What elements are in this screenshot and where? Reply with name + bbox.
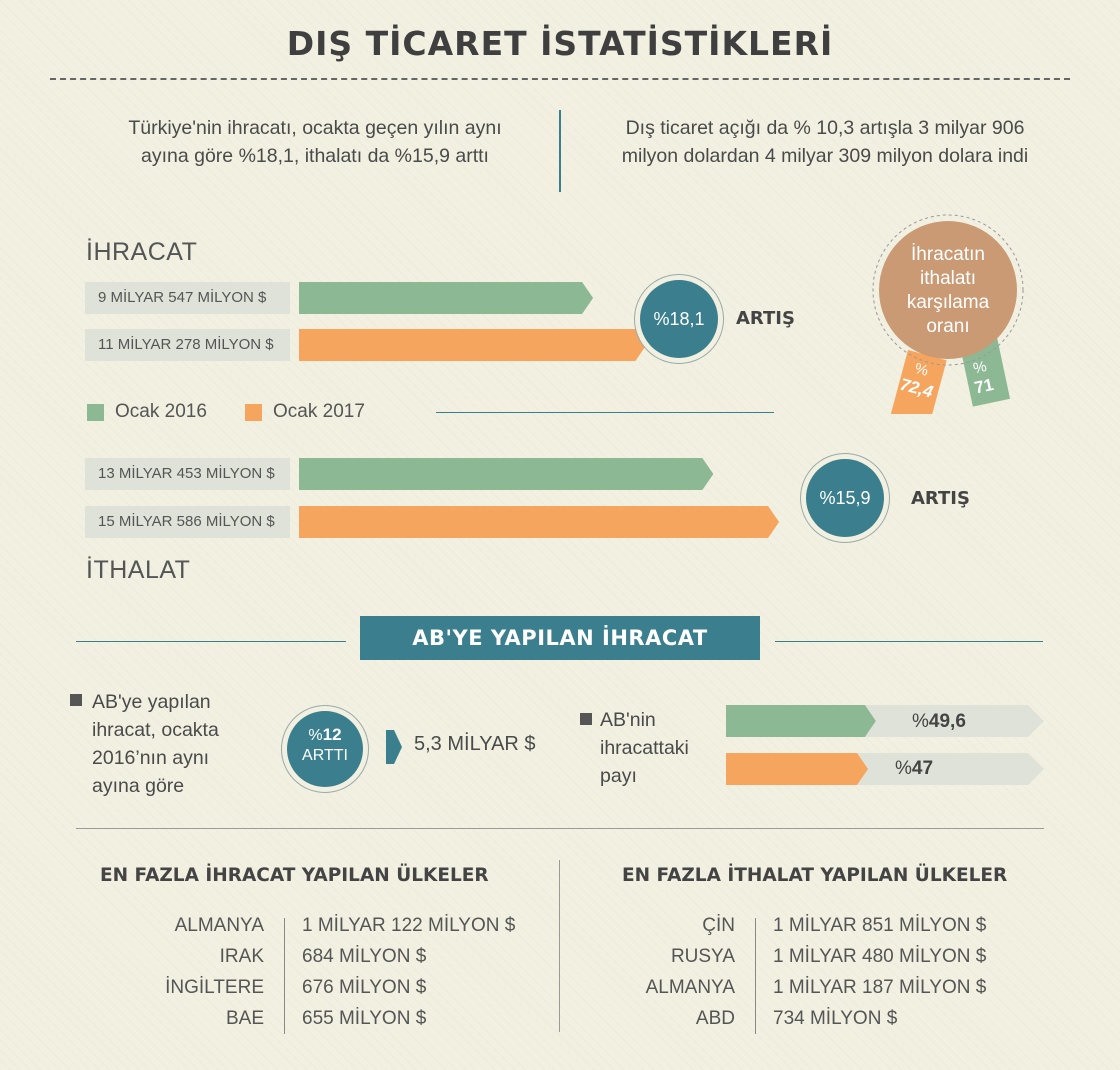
coverage-medal (872, 214, 1024, 414)
import-change-text: ARTIŞ (911, 488, 970, 509)
export-section-label: İHRACAT (86, 238, 198, 266)
ab-left-divider (76, 641, 346, 642)
export-change-circle: %18,1 (640, 280, 718, 358)
ab-change-value: 12 (322, 725, 342, 744)
ab-left-bullet (70, 694, 82, 706)
export-country-name: BAE (225, 1008, 264, 1029)
ab-share-2017-track (726, 753, 1044, 785)
export-2017-label: 11 MİLYAR 278 MİLYON $ (85, 329, 290, 361)
legend-divider (436, 412, 774, 413)
import-2016-bar (299, 458, 714, 490)
import-country-name: ALMANYA (645, 977, 735, 998)
legend-2016-swatch (87, 404, 104, 421)
export-2016-label: 9 MİLYAR 547 MİLYON $ (85, 282, 290, 314)
ab-share-2017-prefix: % (895, 758, 912, 779)
import-country-amount: 1 MİLYAR 851 MİLYON $ (773, 915, 987, 936)
export-country-name: ALMANYA (174, 915, 264, 936)
legend-2017-swatch (245, 404, 262, 421)
ab-arrow-icon (386, 730, 402, 764)
export-country-name: İNGİLTERE (165, 977, 264, 998)
intro-right-text: Dış ticaret açığı da % 10,3 artışla 3 mi… (621, 117, 1029, 167)
intro-left-text: Türkiye'nin ihracatı, ocakta geçen yılın… (128, 117, 502, 167)
export-2016-bar (299, 282, 594, 314)
import-change-circle: %15,9 (806, 459, 884, 537)
ab-share-2016-value: 49,6 (928, 711, 966, 732)
ab-right-divider (775, 641, 1043, 642)
ab-change-text: ARTTI (302, 747, 348, 764)
ab-section-banner: AB'YE YAPILAN İHRACAT (360, 616, 760, 660)
ab-share-2017-value: 47 (911, 758, 934, 779)
ab-share-2016-text: %49,6 (912, 711, 966, 733)
countries-column-divider (559, 860, 560, 1032)
export-country-amount: 655 MİLYON $ (302, 1008, 427, 1029)
import-2017-bar (299, 506, 780, 538)
import-section-label: İTHALAT (86, 556, 191, 584)
import-2016-label: 13 MİLYAR 453 MİLYON $ (85, 458, 290, 490)
legend-2017-label: Ocak 2017 (273, 401, 365, 422)
export-countries-title: EN FAZLA İHRACAT YAPILAN ÜLKELER (100, 865, 489, 886)
import-country-amount: 734 MİLYON $ (773, 1008, 898, 1029)
export-change-text: ARTIŞ (736, 308, 795, 329)
import-country-name: RUSYA (670, 946, 735, 967)
import-countries-title: EN FAZLA İTHALAT YAPILAN ÜLKELER (622, 865, 1008, 886)
ab-export-amount: 5,3 MİLYAR $ (414, 733, 536, 755)
intro-divider (559, 110, 561, 192)
import-country-amount: 1 MİLYAR 187 MİLYON $ (773, 977, 987, 998)
export-column-separator (284, 918, 285, 1034)
import-country-amount: 1 MİLYAR 480 MİLYON $ (773, 946, 987, 967)
ab-share-2017-bar (726, 753, 868, 785)
export-country-amount: 684 MİLYON $ (302, 946, 427, 967)
import-2017-label: 15 MİLYAR 586 MİLYON $ (85, 506, 290, 538)
ab-left-text: AB'ye yapılan ihracat, ocakta 2016’nın a… (92, 691, 219, 797)
export-change-value: %18,1 (653, 309, 705, 329)
import-country-name: ABD (695, 1008, 735, 1029)
export-country-name: IRAK (219, 946, 264, 967)
import-column-separator (755, 918, 756, 1034)
export-country-amount: 1 MİLYAR 122 MİLYON $ (302, 915, 516, 936)
ab-share-2016-prefix: % (912, 711, 929, 732)
import-country-name: ÇİN (702, 915, 735, 936)
ab-share-2016-track (726, 705, 1044, 737)
ab-share-2016-bar (726, 705, 876, 737)
legend-2016-label: Ocak 2016 (115, 401, 207, 422)
ab-share-2017-text: %47 (895, 758, 933, 780)
export-2017-bar (299, 329, 647, 361)
import-change-value: %15,9 (819, 488, 871, 508)
ab-change-prefix: % (308, 727, 323, 744)
ab-share-bullet (580, 713, 592, 725)
title-divider (50, 78, 1070, 80)
export-country-amount: 676 MİLYON $ (302, 977, 427, 998)
countries-divider (76, 828, 1044, 829)
page-title: DIŞ TİCARET İSTATİSTİKLERİ (286, 24, 834, 63)
coverage-label: İhracatın ithalatı karşılama oranı (906, 244, 990, 337)
ab-share-text: AB'nin ihracattaki payı (600, 709, 689, 787)
ab-change-circle: %12 ARTTI (287, 711, 363, 787)
